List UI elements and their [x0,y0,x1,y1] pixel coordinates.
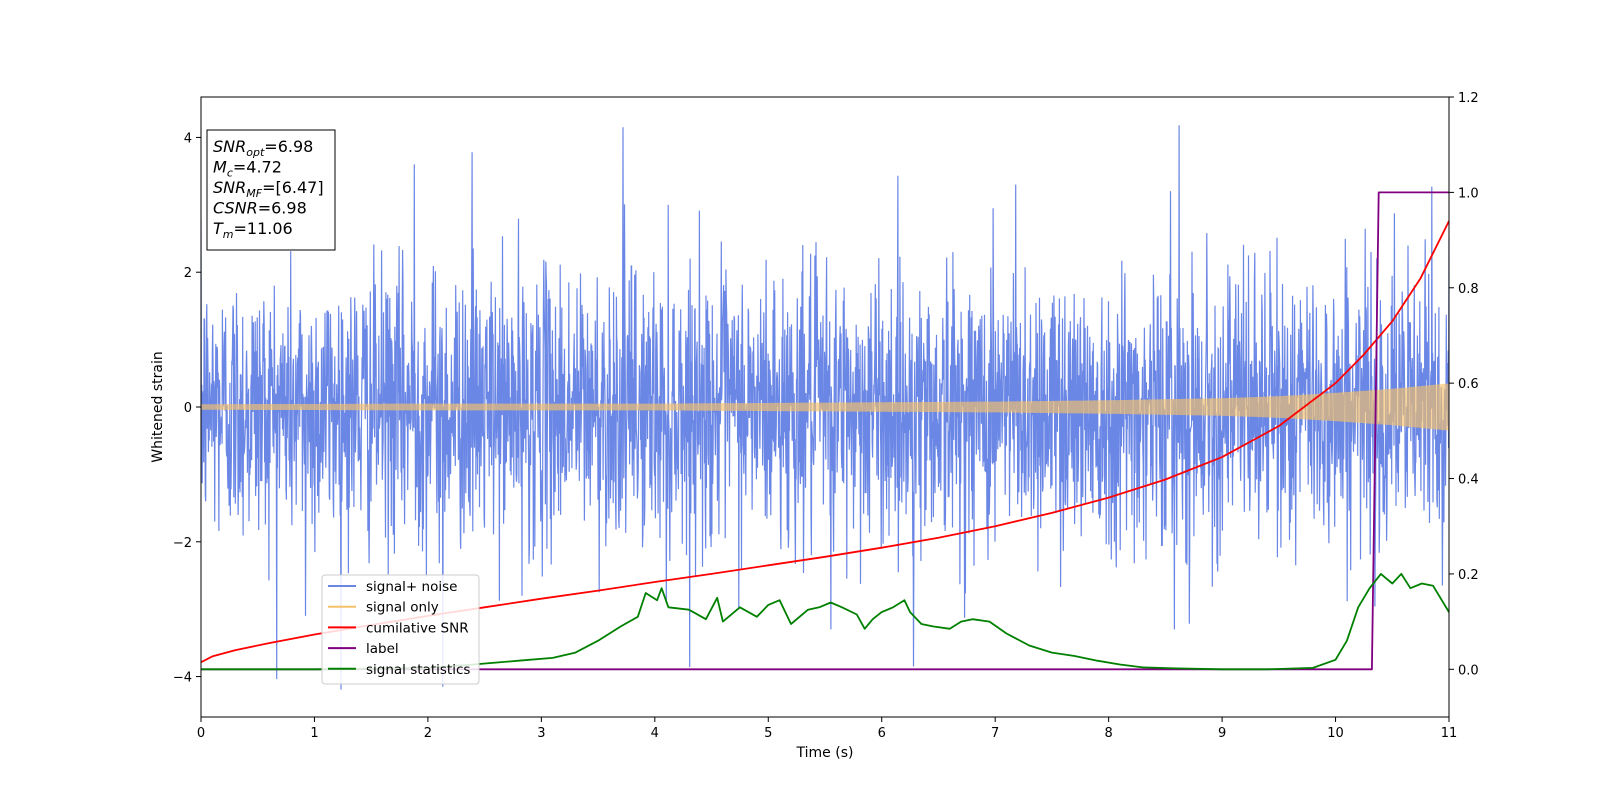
legend: signal+ noise signal only cumilative SNR la… [321,574,480,685]
legend-label: signal only [366,600,439,616]
x-tick-label: 6 [878,726,886,741]
x-tick-label: 11 [1441,726,1458,741]
y2-tick-label: 1.2 [1458,91,1479,106]
series-line-label [201,191,1449,671]
legend-frame [321,574,480,685]
x-tick-label: 10 [1327,726,1344,741]
x-tick-label: 0 [197,726,205,741]
legend-label: cumilative SNR [366,620,469,636]
info-box-frame [206,129,336,251]
y-tick-label: −4 [173,671,192,686]
y2-tick-label: 0.2 [1458,568,1479,583]
info-box: SNRopt=6.98Mc=4.72SNRMF=[6.47]CSNR=6.98T… [206,129,336,251]
x-tick-label: 1 [310,726,318,741]
x-axis-label: Time (s) [796,745,854,761]
y2-tick-label: 0.6 [1458,377,1479,392]
legend-entry-signal-statistics: signal statistics [328,662,470,678]
y-tick-label: −2 [173,536,192,551]
legend-entry-signal-noise: signal+ noise [328,579,457,595]
x-tick-label: 5 [764,726,772,741]
series-line-signal-statistics [201,573,1449,671]
x-tick-label: 4 [651,726,659,741]
legend-entry-signal-only: signal only [328,600,439,616]
info-box-line: Tm=11.06 [213,219,293,241]
info-box-line: SNRopt=6.98 [213,137,313,159]
y-axis-label: Whitened strain [150,351,166,462]
y-tick-label: 4 [184,131,192,146]
y2-tick-label: 0.0 [1458,663,1479,678]
legend-entry-label: label [328,641,399,657]
y2-tick-label: 0.8 [1458,282,1479,297]
y2-tick-label: 0.4 [1458,473,1479,488]
info-box-line: CSNR=6.98 [213,199,307,218]
legend-label: label [366,641,399,657]
x-tick-label: 9 [1218,726,1226,741]
x-tick-label: 8 [1104,726,1112,741]
x-tick-label: 7 [991,726,999,741]
info-box-line: SNRMF=[6.47] [213,178,324,200]
y-tick-label: 0 [184,401,192,416]
info-box-line: Mc=4.72 [213,158,282,180]
series-line-signal-noise [201,125,1449,690]
legend-entry-cumilative-snr: cumilative SNR [328,620,469,636]
legend-label: signal statistics [366,662,470,678]
x-tick-label: 2 [424,726,432,741]
y-tick-label: 2 [184,266,192,281]
y2-tick-label: 1.0 [1458,186,1479,201]
legend-label: signal+ noise [366,579,457,595]
series-line-signal-only [201,383,1449,431]
x-tick-label: 3 [537,726,545,741]
